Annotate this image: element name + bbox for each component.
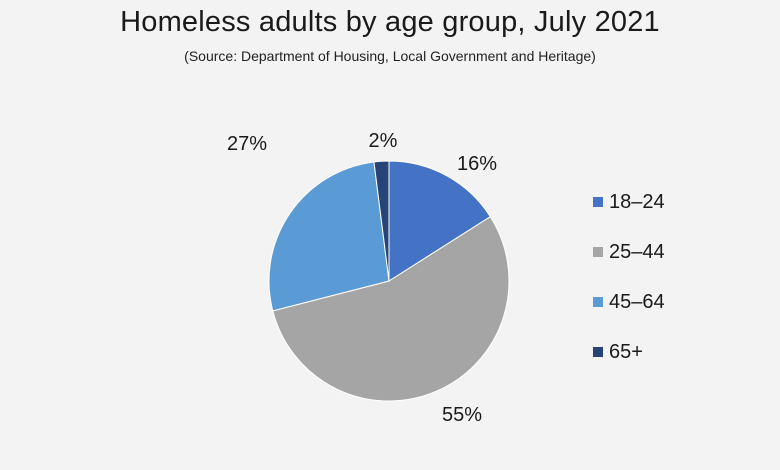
data-label-4: 2% <box>369 130 398 152</box>
chart-title: Homeless adults by age group, July 2021 <box>120 6 660 38</box>
pie-slice-1 <box>388 160 492 282</box>
data-label-1: 16% <box>457 153 497 175</box>
legend-swatch <box>593 247 603 257</box>
pie-slice-4 <box>373 160 390 282</box>
legend-item: 65+ <box>593 340 665 364</box>
legend-item: 18–24 <box>593 190 665 214</box>
legend-label: 18–24 <box>609 190 665 213</box>
legend-item: 45–64 <box>593 290 665 314</box>
pie-data-labels: 16% 55% 27% 2% <box>227 130 497 426</box>
legend-swatch <box>593 197 603 207</box>
legend-label: 65+ <box>609 340 643 363</box>
chart-subtitle: (Source: Department of Housing, Local Go… <box>184 48 596 64</box>
pie-slice-3 <box>268 161 390 312</box>
data-label-2: 55% <box>442 404 482 426</box>
legend-item: 25–44 <box>593 240 665 264</box>
legend: 18–24 25–44 45–64 65+ <box>593 190 665 390</box>
pie-slices <box>268 160 510 402</box>
legend-swatch <box>593 347 603 357</box>
legend-swatch <box>593 297 603 307</box>
pie-slice-2 <box>272 216 510 402</box>
legend-label: 45–64 <box>609 290 665 313</box>
legend-label: 25–44 <box>609 240 665 263</box>
data-label-3: 27% <box>227 133 267 155</box>
